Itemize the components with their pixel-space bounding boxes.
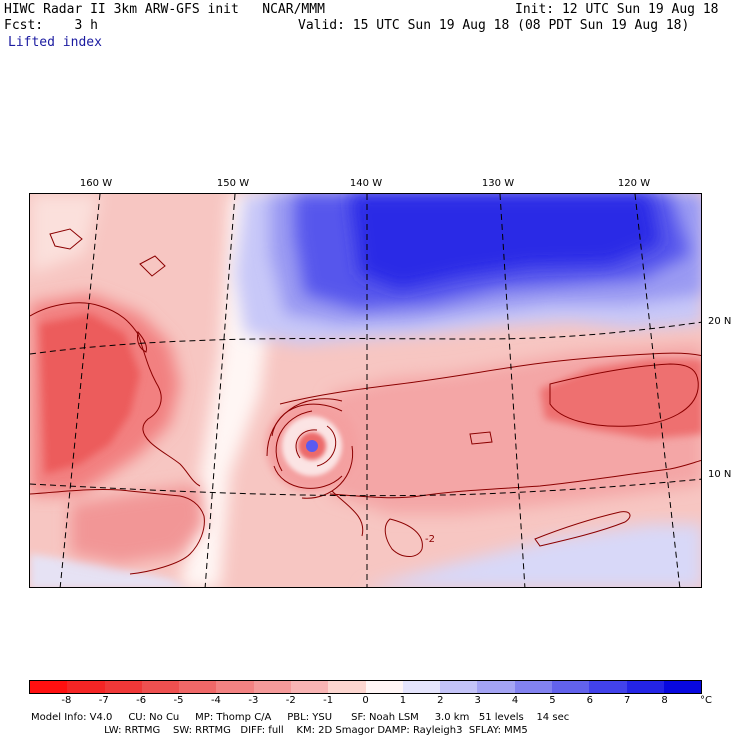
- colorbar-swatch: [589, 681, 627, 693]
- lifted-index-map: -2: [29, 193, 702, 588]
- colorbar-swatch: [104, 681, 142, 693]
- colorbar-tick-label: 8: [661, 695, 668, 706]
- red-region-west-core: [40, 314, 140, 474]
- colorbar-tick-label: -7: [98, 695, 109, 706]
- contour-lines: [30, 228, 701, 575]
- colorbar-tick-label: -1: [323, 695, 334, 706]
- lat-label-20n: 20 N: [708, 316, 732, 327]
- colorbar-swatch: [402, 681, 441, 693]
- colorbar-swatch: [328, 681, 366, 693]
- colorbar-swatch: [440, 681, 478, 693]
- colorbar: [29, 680, 702, 694]
- colorbar-tick-label: -2: [285, 695, 296, 706]
- header-title: HIWC Radar II 3km ARW-GFS init NCAR/MMM: [4, 2, 325, 17]
- colorbar-swatch: [477, 681, 515, 693]
- colorbar-tick-label: -6: [136, 695, 147, 706]
- colorbar-swatch: [365, 681, 403, 693]
- colorbar-tick-label: 7: [624, 695, 631, 706]
- init-time: Init: 12 UTC Sun 19 Aug 18: [515, 2, 719, 17]
- lon-label-140w: 140 W: [349, 178, 383, 189]
- colorbar-swatch: [67, 681, 105, 693]
- colorbar-swatch: [514, 681, 552, 693]
- colorbar-swatch: [141, 681, 180, 693]
- red-region-sw: [70, 484, 205, 564]
- lon-label-130w: 130 W: [481, 178, 515, 189]
- colorbar-unit: °C: [700, 695, 712, 706]
- blue-region-core: [350, 194, 660, 289]
- colorbar-swatch: [551, 681, 590, 693]
- colorbar-tick-label: 5: [549, 695, 556, 706]
- colorbar-tick-label: 3: [474, 695, 481, 706]
- colorbar-tick-label: -5: [173, 695, 184, 706]
- model-info-line1: Model Info: V4.0 CU: No Cu MP: Thomp C/A…: [31, 712, 570, 723]
- colorbar-tick-label: 0: [362, 695, 369, 706]
- lon-label-150w: 150 W: [216, 178, 250, 189]
- colorbar-swatch: [253, 681, 291, 693]
- graticule: [30, 194, 701, 587]
- colorbar-swatch: [626, 681, 664, 693]
- lon-label-120w: 120 W: [617, 178, 651, 189]
- lon-label-160w: 160 W: [79, 178, 113, 189]
- colorbar-swatch: [290, 681, 329, 693]
- pale-sw-corner: [30, 554, 186, 587]
- colorbar-tick-label: -3: [248, 695, 259, 706]
- colorbar-tick-label: 6: [586, 695, 594, 706]
- hurricane-swirl: [266, 398, 364, 537]
- colorbar-tick-label: 4: [511, 695, 519, 706]
- colorbar-swatch: [663, 681, 702, 693]
- colorbar-swatch: [179, 681, 217, 693]
- red-region-east-core: [540, 359, 701, 439]
- colorbar-tick-label: -8: [61, 695, 72, 706]
- forecast-hour: Fcst: 3 h: [4, 18, 98, 33]
- colorbar-swatch: [216, 681, 254, 693]
- map-svg: -2: [30, 194, 701, 587]
- colorbar-tick-label: 2: [437, 695, 444, 706]
- contour-label: -2: [425, 534, 435, 545]
- lat-label-10n: 10 N: [708, 469, 732, 480]
- colorbar-tick-label: -4: [210, 695, 221, 706]
- field-label: Lifted index: [8, 35, 102, 50]
- valid-time: Valid: 15 UTC Sun 19 Aug 18 (08 PDT Sun …: [298, 18, 690, 33]
- model-info-line2: LW: RRTMG SW: RRTMG DIFF: full KM: 2D Sm…: [31, 725, 528, 736]
- blue-strip-se: [367, 524, 701, 587]
- colorbar-swatch: [30, 681, 68, 693]
- colorbar-tick-label: 1: [399, 695, 407, 706]
- pale-region-nw: [30, 194, 100, 274]
